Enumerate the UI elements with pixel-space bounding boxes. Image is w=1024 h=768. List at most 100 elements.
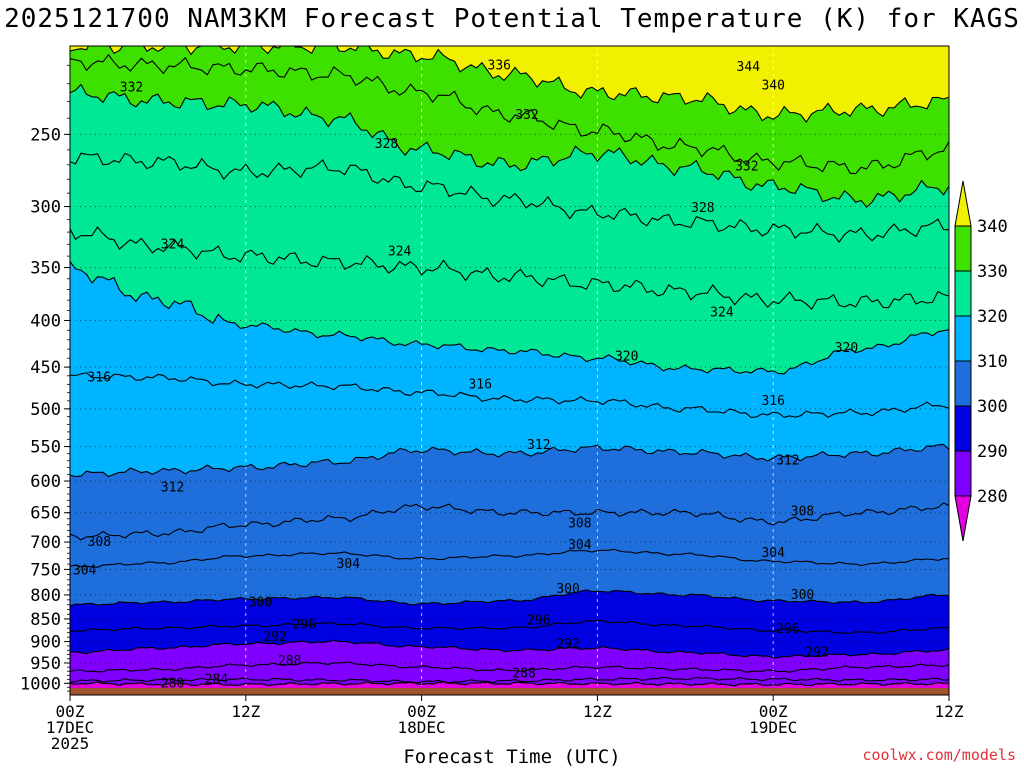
contour-label: 328 bbox=[691, 201, 714, 216]
contour-label: 296 bbox=[776, 622, 799, 637]
x-axis-label: Forecast Time (UTC) bbox=[403, 746, 621, 768]
contour-label: 332 bbox=[735, 159, 758, 174]
y-tick-label: 900 bbox=[30, 633, 61, 653]
contour-label: 332 bbox=[120, 80, 143, 95]
y-tick-label: 550 bbox=[30, 438, 61, 458]
contour-label: 308 bbox=[568, 517, 591, 532]
contour-label: 300 bbox=[791, 588, 814, 603]
contour-308 bbox=[70, 502, 949, 541]
contour-340 bbox=[70, 46, 949, 123]
colorbar-band bbox=[954, 225, 972, 272]
contour-label: 300 bbox=[249, 595, 272, 610]
colorbar-tick-label: 340 bbox=[977, 217, 1008, 237]
y-tick-label: 650 bbox=[30, 504, 61, 524]
contour-label: 288 bbox=[278, 654, 301, 669]
contour-292 bbox=[70, 639, 949, 659]
contour-label: 292 bbox=[556, 637, 579, 652]
contour-lines bbox=[70, 46, 949, 687]
contour-312 bbox=[70, 443, 949, 478]
y-tick-label: 800 bbox=[30, 586, 61, 606]
contour-label: 316 bbox=[761, 394, 784, 409]
contour-label: 340 bbox=[761, 79, 784, 94]
contour-label: 296 bbox=[527, 613, 550, 628]
contour-label: 308 bbox=[791, 504, 814, 519]
y-tick-label: 1000 bbox=[20, 674, 61, 694]
contour-label: 296 bbox=[293, 617, 316, 632]
y-tick-label: 350 bbox=[30, 259, 61, 279]
contour-label: 308 bbox=[88, 535, 111, 550]
x-tick-label: 12Z bbox=[231, 702, 260, 721]
contour-label: 284 bbox=[205, 672, 229, 687]
contour-316 bbox=[70, 372, 949, 418]
colorbar-band bbox=[954, 180, 972, 227]
contour-label: 288 bbox=[512, 666, 535, 681]
contour-300 bbox=[70, 589, 949, 607]
ground-strip bbox=[70, 688, 949, 695]
y-tick-label: 500 bbox=[30, 400, 61, 420]
contour-label: 292 bbox=[805, 645, 828, 660]
x-tick-label: 00Z bbox=[407, 702, 436, 721]
y-tick-label: 400 bbox=[30, 311, 61, 331]
contour-label: 312 bbox=[776, 454, 799, 469]
contour-label: 304 bbox=[761, 546, 785, 561]
colorbar-band bbox=[954, 450, 972, 497]
contour-324 bbox=[70, 226, 949, 310]
contour-332 bbox=[70, 83, 949, 208]
theta-fill-340 bbox=[70, 46, 949, 122]
colorbar-tick-label: 300 bbox=[977, 397, 1008, 417]
contour-label: 324 bbox=[161, 237, 185, 252]
colorbar-tick-label: 330 bbox=[977, 262, 1008, 282]
x-tick-label: 00Z bbox=[56, 702, 85, 721]
y-tick-label: 850 bbox=[30, 610, 61, 630]
contour-label: 304 bbox=[337, 557, 361, 572]
colorbar-band bbox=[954, 315, 972, 362]
plot-frame bbox=[69, 45, 950, 696]
contour-label: 312 bbox=[161, 481, 184, 496]
colorbar-tick-label: 310 bbox=[977, 352, 1008, 372]
colorbar-band bbox=[954, 405, 972, 452]
y-tick-label: 300 bbox=[30, 198, 61, 218]
x-tick-label: 12Z bbox=[583, 702, 612, 721]
theta-fill-layers bbox=[70, 46, 949, 695]
x-tick-label: 12Z bbox=[935, 702, 964, 721]
contour-328 bbox=[70, 152, 949, 244]
contour-label: 336 bbox=[488, 58, 511, 73]
site-credit: coolwx.com/models bbox=[862, 746, 1016, 764]
contour-280 bbox=[70, 681, 949, 687]
colorbar-band bbox=[954, 360, 972, 407]
ground-layer bbox=[70, 688, 949, 695]
y-axis: 250 300 350 400 450 500 550 600 650 700 750 800 850 9… bbox=[20, 64, 70, 694]
contour-label: 312 bbox=[527, 438, 550, 453]
contour-label: 280 bbox=[161, 676, 184, 691]
contour-336 bbox=[70, 53, 949, 175]
contour-label: 332 bbox=[515, 108, 538, 123]
contour-296 bbox=[70, 620, 949, 635]
y-tick-label: 700 bbox=[30, 533, 61, 553]
y-tick-label: 950 bbox=[30, 654, 61, 674]
contour-label: 304 bbox=[73, 563, 97, 578]
contour-label: 324 bbox=[388, 244, 412, 259]
contour-label: 300 bbox=[556, 582, 579, 597]
contour-label: 328 bbox=[375, 137, 398, 152]
contour-label: 324 bbox=[710, 305, 734, 320]
colorbar-tick-label: 280 bbox=[977, 487, 1008, 507]
contour-label: 316 bbox=[468, 377, 491, 392]
contour-label: 304 bbox=[568, 538, 592, 553]
colorbar-band bbox=[954, 270, 972, 317]
x-tick-label: 18DEC bbox=[398, 718, 446, 737]
contour-label: 344 bbox=[737, 60, 761, 75]
contour-label: 320 bbox=[615, 349, 638, 364]
contour-288 bbox=[70, 661, 949, 673]
chart-title: 2025121700 NAM3KM Forecast Potential Tem… bbox=[4, 4, 1020, 34]
colorbar-tick-label: 290 bbox=[977, 442, 1008, 462]
contour-304 bbox=[70, 548, 949, 568]
x-tick-label: 2025 bbox=[51, 734, 90, 753]
x-tick-label: 17DEC bbox=[46, 718, 94, 737]
y-tick-label: 600 bbox=[30, 472, 61, 492]
contour-320 bbox=[70, 261, 949, 375]
y-tick-label: 250 bbox=[30, 125, 61, 145]
contour-284 bbox=[70, 676, 949, 684]
y-tick-label: 750 bbox=[30, 560, 61, 580]
